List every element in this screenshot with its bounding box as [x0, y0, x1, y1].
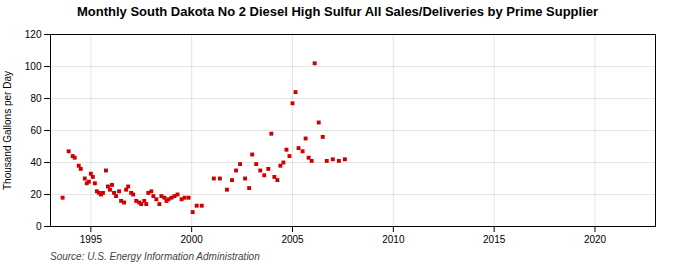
svg-text:2010: 2010 [382, 234, 405, 245]
svg-text:100: 100 [25, 61, 42, 72]
svg-text:60: 60 [30, 125, 42, 136]
svg-text:2015: 2015 [483, 234, 506, 245]
svg-text:2020: 2020 [584, 234, 607, 245]
svg-text:Thousand Gallons per Day: Thousand Gallons per Day [2, 71, 13, 190]
html-text:Monthly South Dakota No 2 Dies: Monthly South Dakota No 2 Diesel High Su… [77, 4, 598, 19]
html-text:Source: U.S. Energy Informatio: Source: U.S. Energy Information Administ… [50, 251, 260, 262]
svg-text:1995: 1995 [80, 234, 103, 245]
svg-text:2005: 2005 [281, 234, 304, 245]
svg-text:80: 80 [30, 93, 42, 104]
svg-text:40: 40 [30, 157, 42, 168]
svg-text:2000: 2000 [181, 234, 204, 245]
svg-text:120: 120 [25, 29, 42, 40]
svg-text:20: 20 [30, 189, 42, 200]
svg-text:0: 0 [36, 221, 42, 232]
